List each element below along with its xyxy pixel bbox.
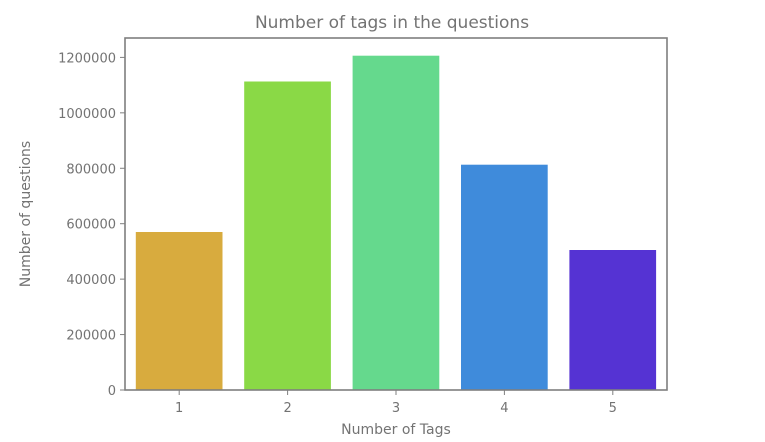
x-tick-label: 2 [283,401,291,416]
bars-layer [135,55,657,390]
y-tick-label: 1200000 [58,51,116,66]
x-tick-label: 5 [609,401,617,416]
bar-5 [569,250,657,390]
x-axis-ticks: 1 2 3 4 5 [175,390,617,416]
y-tick-label: 200000 [66,329,116,344]
bar-1 [135,232,223,390]
y-axis-ticks: 0 200000 400000 600000 800000 1000000 1200000 [58,51,125,399]
y-tick-label: 0 [108,384,116,399]
y-tick-label: 800000 [66,162,116,177]
bar-3 [352,55,440,390]
y-axis-label: Number of questions [18,141,34,287]
x-tick-label: 3 [392,401,400,416]
x-axis-label: Number of Tags [341,422,451,438]
x-tick-label: 1 [175,401,183,416]
y-tick-label: 600000 [66,218,116,233]
x-tick-label: 4 [500,401,508,416]
chart-title: Number of tags in the questions [255,13,529,33]
bar-2 [244,81,331,390]
y-tick-label: 400000 [66,273,116,288]
y-tick-label: 1000000 [58,107,116,122]
bar-4 [461,164,548,390]
